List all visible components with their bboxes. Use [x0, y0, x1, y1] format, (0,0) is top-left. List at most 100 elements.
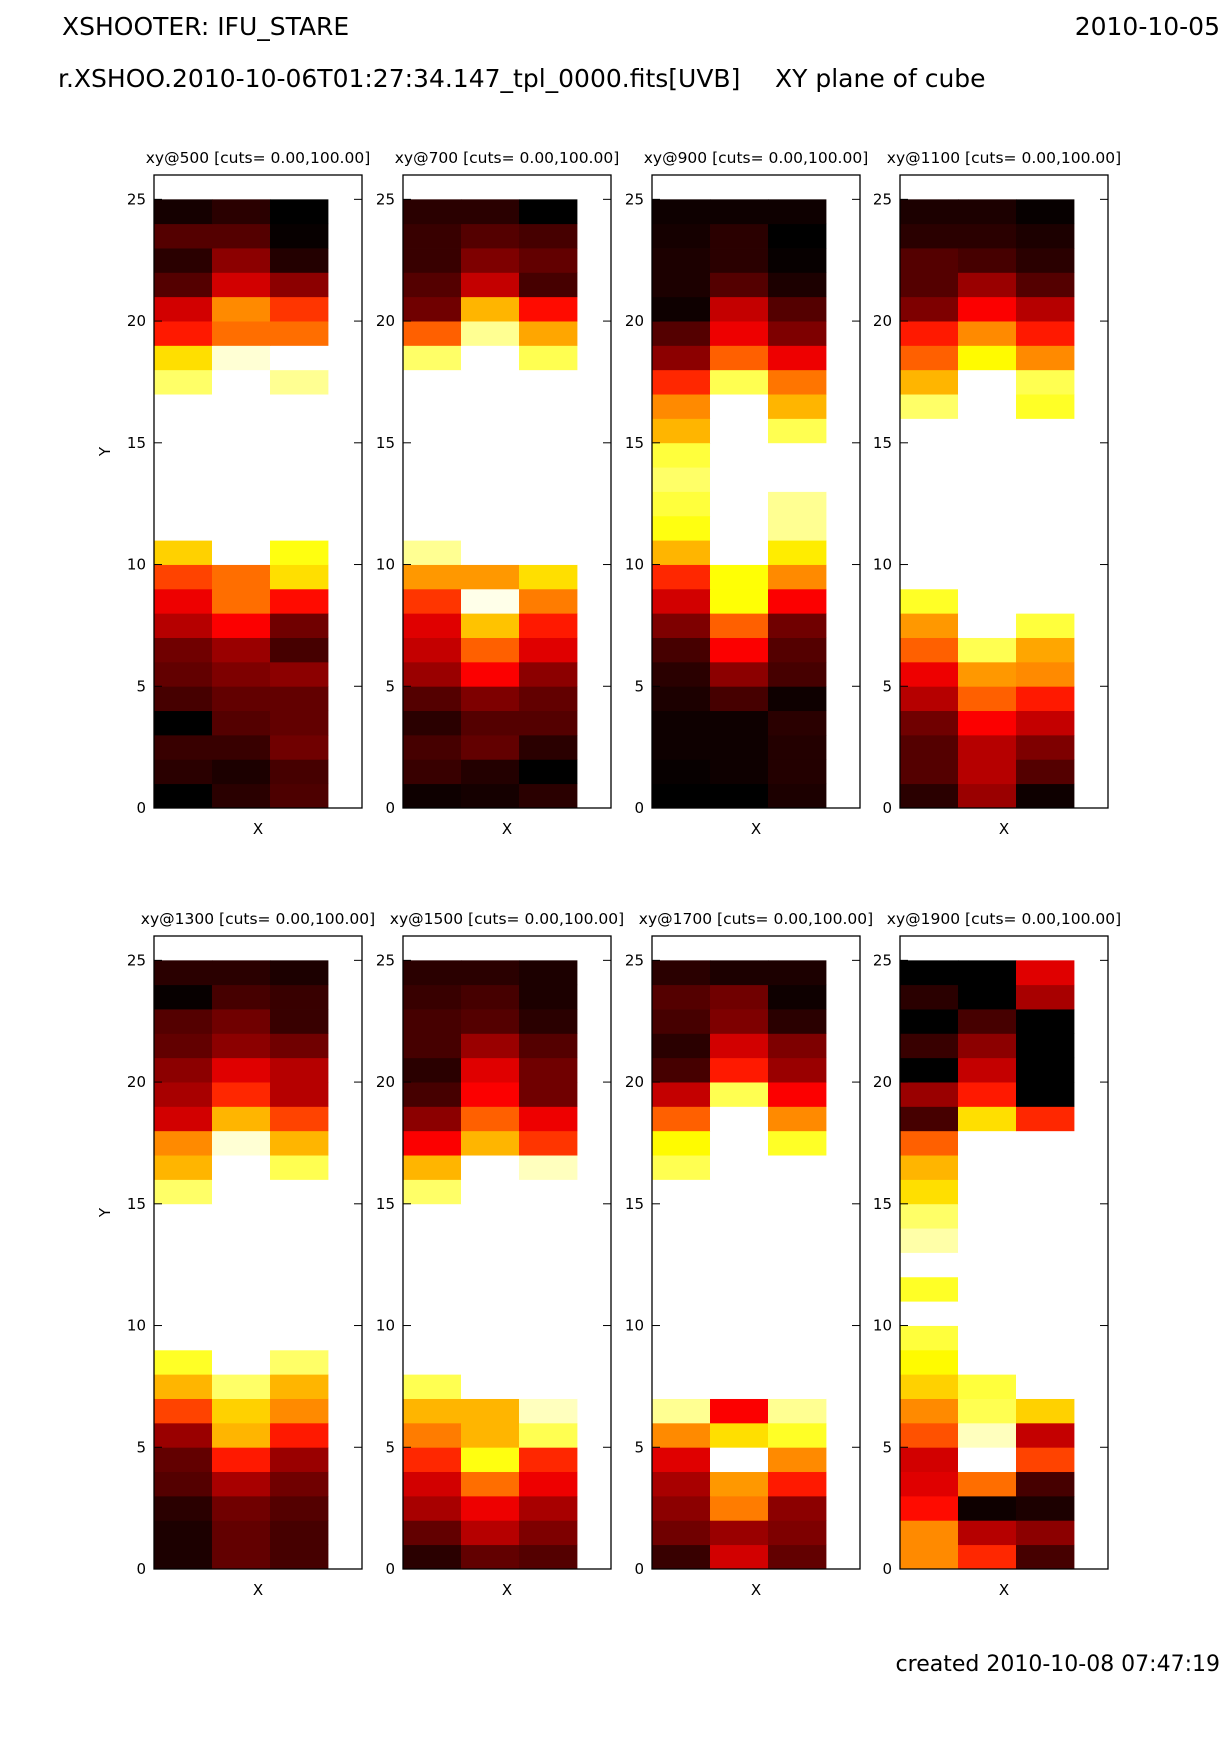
heatmap-cell	[652, 369, 711, 395]
heatmap-cell	[900, 783, 959, 809]
heatmap-cell	[154, 1374, 213, 1399]
heatmap-cell	[1016, 442, 1075, 468]
heatmap-cell	[154, 369, 213, 395]
heatmap-cell	[519, 272, 578, 298]
heatmap-cell	[519, 1325, 578, 1351]
heatmap-cell	[900, 540, 959, 565]
heatmap-cell	[154, 199, 213, 225]
y-tick-label: 5	[634, 677, 644, 695]
heatmap-cell	[461, 1544, 520, 1570]
y-tick-label: 20	[127, 1073, 146, 1091]
heatmap-cell	[652, 661, 711, 687]
heatmap-cell	[519, 1082, 578, 1107]
heatmap-cell	[154, 1471, 213, 1497]
heatmap-cell	[270, 1252, 329, 1278]
heatmap-cell	[900, 1325, 959, 1351]
heatmap-cell	[154, 515, 213, 541]
heatmap-cell	[768, 248, 827, 273]
heatmap-cell	[900, 394, 959, 419]
heatmap-cell	[519, 1422, 578, 1448]
heatmap-cell	[154, 1495, 213, 1521]
heatmap-cell	[212, 1349, 271, 1375]
heatmap-cell	[270, 1447, 329, 1473]
heatmap-cell	[212, 1325, 271, 1351]
heatmap-cell	[461, 637, 520, 663]
heatmap-cell	[958, 1374, 1017, 1399]
heatmap-cell	[710, 1033, 769, 1059]
heatmap-cell	[403, 272, 462, 298]
y-tick-label: 0	[634, 799, 644, 817]
heatmap-cell	[768, 960, 827, 986]
y-tick-label: 20	[376, 1073, 395, 1091]
heatmap-cell	[154, 1544, 213, 1570]
heatmap-cell	[710, 394, 769, 419]
heatmap-cell	[212, 1155, 271, 1180]
heatmap-cell	[768, 637, 827, 663]
heatmap-cell	[710, 1471, 769, 1497]
heatmap-cell	[652, 418, 711, 444]
heatmap-cell	[710, 418, 769, 444]
heatmap-cell	[958, 248, 1017, 273]
panel-title: xy@500 [cuts= 0.00,100.00]	[146, 149, 371, 167]
heatmap-cell	[519, 783, 578, 809]
heatmap-cell	[1016, 248, 1075, 273]
heatmap-cell	[1016, 1203, 1075, 1229]
y-tick-label: 25	[127, 190, 146, 208]
heatmap-cell	[710, 759, 769, 785]
heatmap-cell	[1016, 296, 1075, 322]
heatmap-cell	[212, 272, 271, 298]
y-tick-label: 15	[625, 1195, 644, 1213]
heatmap-cell	[154, 1033, 213, 1059]
heatmap-cell	[1016, 1374, 1075, 1399]
heatmap-cell	[768, 661, 827, 687]
heatmap-cell	[519, 1276, 578, 1302]
axes-frame	[651, 174, 861, 809]
heatmap-cell	[900, 1471, 959, 1497]
heatmap-cell	[958, 491, 1017, 517]
y-tick-label: 0	[882, 799, 892, 817]
x-axis-label: X	[502, 820, 512, 838]
heatmap-cell	[768, 1349, 827, 1375]
y-axis-label: Y	[96, 446, 114, 457]
heatmap-cell	[270, 369, 329, 395]
heatmap-cell	[900, 1495, 959, 1521]
heatmap-cell	[461, 1301, 520, 1326]
heatmap-cell	[154, 564, 213, 590]
heatmap-cell	[710, 1422, 769, 1448]
heatmap-cell	[212, 199, 271, 225]
heatmap-cell	[212, 588, 271, 614]
y-tick-label: 5	[385, 1438, 395, 1456]
heatmap-cell	[652, 588, 711, 614]
heatmap-cell	[461, 1009, 520, 1034]
heatmap-cell	[958, 1252, 1017, 1278]
y-tick-label: 10	[873, 556, 892, 574]
heatmap-cell	[270, 1276, 329, 1302]
y-tick-label: 10	[127, 1317, 146, 1335]
heatmap-cell	[403, 1228, 462, 1253]
heatmap-cell	[403, 248, 462, 273]
heatmap-cell	[652, 394, 711, 419]
heatmap-cell	[270, 710, 329, 736]
heatmap-cell	[461, 1422, 520, 1448]
heatmap-cell	[900, 491, 959, 517]
heatmap-cell	[1016, 960, 1075, 986]
heatmap-cell	[958, 1276, 1017, 1302]
heatmap-cell	[270, 1544, 329, 1570]
heatmap-cell	[519, 1252, 578, 1278]
heatmap-cell	[958, 960, 1017, 986]
heatmap-cell	[768, 1471, 827, 1497]
heatmap-cell	[270, 515, 329, 541]
heatmap-cell	[270, 321, 329, 346]
panel-title: xy@1500 [cuts= 0.00,100.00]	[390, 910, 624, 928]
heatmap-cell	[958, 1130, 1017, 1156]
heatmap-cell	[710, 588, 769, 614]
heatmap-cell	[270, 248, 329, 273]
heatmap-cell	[270, 960, 329, 986]
heatmap-panel: 0 5 10 15 20 25 xy@1100 [cuts= 0.00,100.00] X	[873, 149, 1121, 838]
heatmap-cell	[270, 199, 329, 225]
heatmap-cell	[270, 1301, 329, 1326]
heatmap-cell	[900, 637, 959, 663]
heatmap-cell	[652, 491, 711, 517]
heatmap-cell	[212, 564, 271, 590]
heatmap-cell	[461, 418, 520, 444]
